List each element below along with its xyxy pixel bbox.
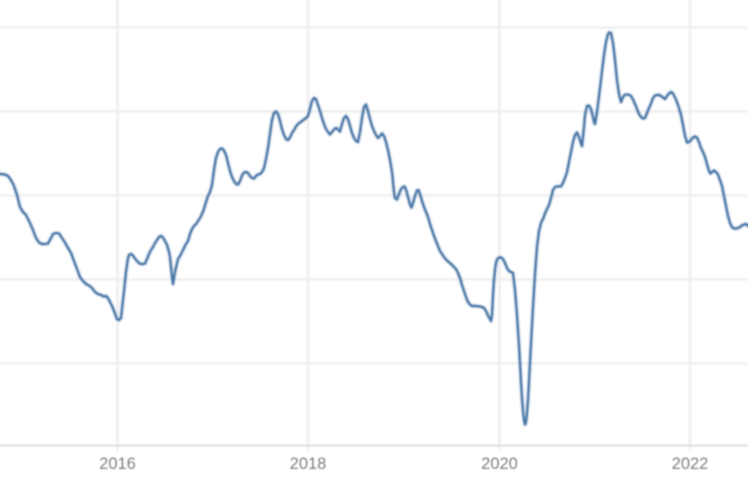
svg-text:2016: 2016 <box>99 455 136 473</box>
svg-text:2020: 2020 <box>481 455 518 473</box>
svg-text:2022: 2022 <box>672 455 709 473</box>
svg-text:2018: 2018 <box>290 455 327 473</box>
